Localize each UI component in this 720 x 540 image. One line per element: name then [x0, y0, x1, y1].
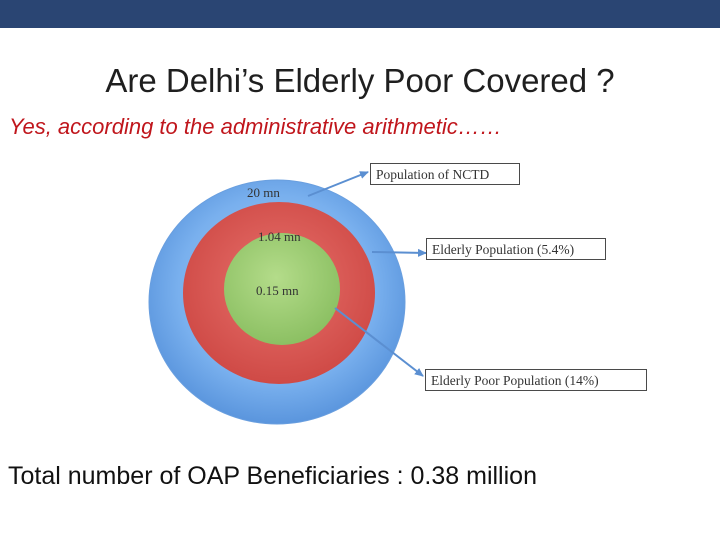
arrow-elderly	[371, 248, 427, 257]
oap-beneficiaries-total: Total number of OAP Beneficiaries : 0.38…	[8, 462, 537, 490]
inner-ring-elderly-poor	[224, 233, 340, 345]
ring-label-elderly-poor: 0.15 mn	[256, 283, 299, 298]
ring-label-elderly: 1.04 mn	[258, 229, 301, 244]
arrow-nctd	[307, 171, 369, 197]
header-bar	[0, 0, 720, 28]
slide-title: Are Delhi’s Elderly Poor Covered ?	[105, 62, 615, 99]
concentric-diagram: 20 mn 1.04 mn 0.15 mn Population of NCTD…	[0, 150, 720, 430]
callout-population-nctd: Population of NCTD	[370, 163, 520, 185]
callout-elderly-population: Elderly Population (5.4%)	[426, 238, 606, 260]
slide-subtitle: Yes, according to the administrative ari…	[9, 114, 502, 139]
diagram-svg	[148, 171, 427, 425]
ring-label-nctd: 20 mn	[247, 185, 280, 200]
arrow-elderly-poor	[334, 307, 424, 377]
callout-elderly-poor-population: Elderly Poor Population (14%)	[425, 369, 647, 391]
